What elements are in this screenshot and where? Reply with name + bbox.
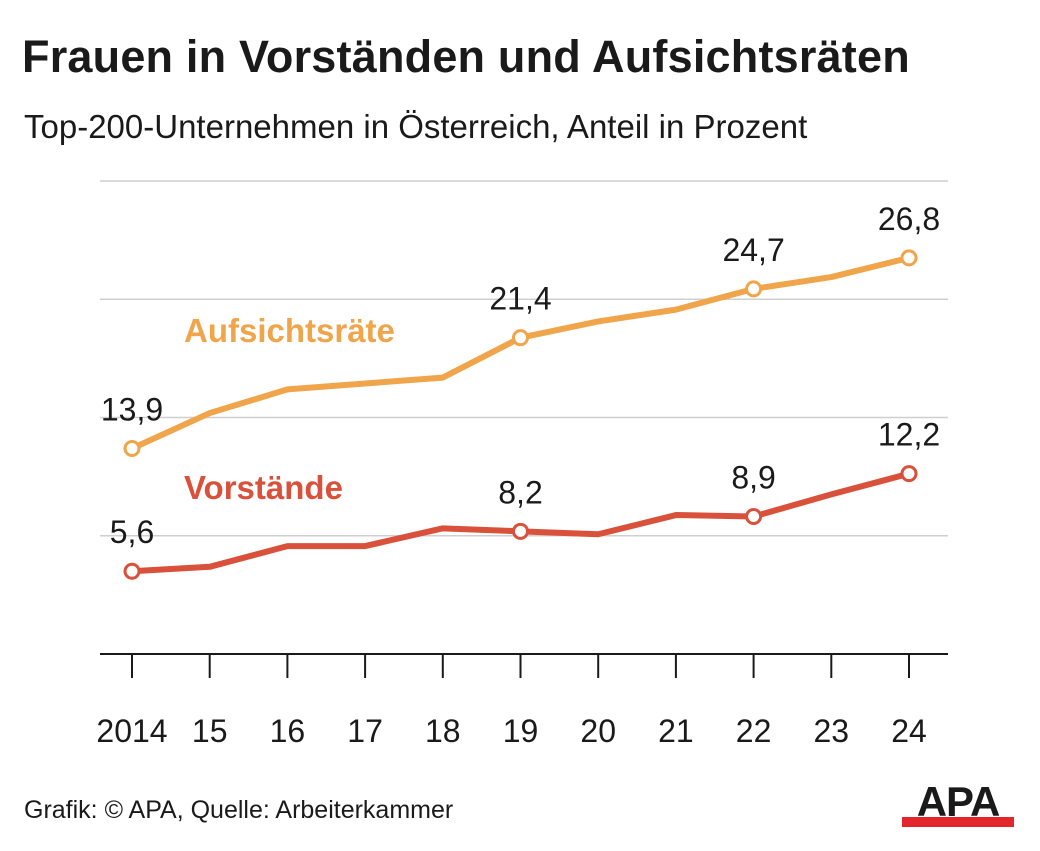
data-label-aufsichtsraete: 24,7 [722, 232, 784, 268]
data-point-aufsichtsraete [512, 329, 529, 347]
chart-subtitle: Top-200-Unternehmen in Österreich, Antei… [24, 108, 808, 145]
data-point-aufsichtsraete [900, 249, 918, 267]
data-label-vorstaende: 8,2 [498, 474, 542, 510]
series-label-vorstaende: Vorstände [184, 469, 343, 506]
x-tick-label: 21 [658, 713, 694, 749]
x-tick-label: 22 [736, 713, 772, 749]
series-group: 13,9 21,4 24,7 26,8 Aufsichtsräte 5,6 8,2 8,9 12… [101, 201, 940, 580]
data-point-vorstaende [512, 522, 529, 540]
data-point-aufsichtsraete [123, 440, 141, 458]
logo-red-bar [902, 817, 1014, 827]
apa-logo: APA [902, 780, 1014, 827]
data-point-aufsichtsraete [745, 280, 763, 298]
source-note: Grafik: © APA, Quelle: Arbeiterkammer [24, 796, 454, 824]
data-label-aufsichtsraete: 21,4 [489, 281, 551, 317]
data-point-vorstaende [745, 508, 763, 526]
x-tick-label: 19 [503, 713, 539, 749]
data-label-vorstaende: 8,9 [731, 460, 775, 496]
line-chart: 13,9 21,4 24,7 26,8 Aufsichtsräte 5,6 8,2 8,9 12… [96, 180, 948, 749]
x-tick-label: 18 [425, 713, 461, 749]
x-axis: 2014 15 16 17 18 19 20 21 22 23 24 [96, 653, 948, 749]
x-tick-label: 20 [580, 713, 616, 749]
x-tick-label: 16 [270, 713, 306, 749]
data-label-aufsichtsraete: 26,8 [878, 201, 940, 237]
data-label-aufsichtsraete: 13,9 [101, 392, 163, 428]
x-tick-label: 2014 [96, 713, 167, 749]
x-tick-label: 15 [192, 713, 228, 749]
data-label-vorstaende: 5,6 [110, 514, 154, 550]
data-label-vorstaende: 12,2 [878, 417, 940, 453]
data-point-vorstaende [123, 562, 141, 580]
series-label-aufsichtsraete: Aufsichtsräte [184, 312, 395, 349]
x-tick-label: 23 [814, 713, 850, 749]
x-tick-label: 24 [891, 713, 927, 749]
data-point-vorstaende [900, 465, 918, 483]
x-tick-label: 17 [347, 713, 383, 749]
chart-title: Frauen in Vorständen und Aufsichtsräten [22, 31, 910, 82]
